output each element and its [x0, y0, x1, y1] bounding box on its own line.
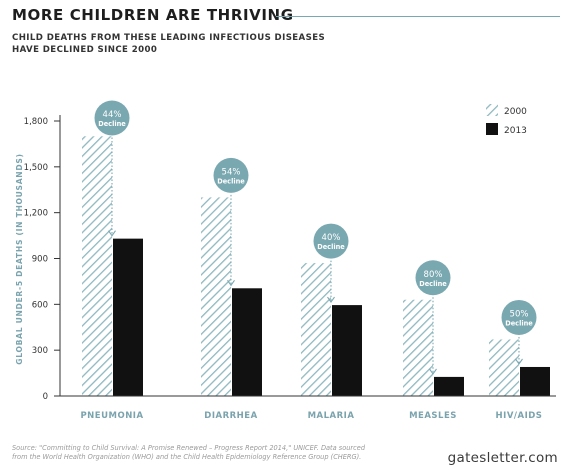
category-label: HIV/AIDS — [496, 411, 543, 421]
decline-bubble — [313, 223, 349, 259]
decline-word: Decline — [505, 319, 533, 327]
decline-percent: 80% — [424, 270, 443, 280]
decline-percent: 54% — [222, 167, 241, 177]
decline-bubble — [94, 100, 130, 136]
legend-swatch-2013 — [486, 123, 498, 135]
bar-2000-hivaids — [489, 339, 519, 396]
decline-bubble — [501, 299, 537, 335]
bar-2013-hivaids — [520, 366, 550, 396]
y-tick-label: 900 — [32, 255, 48, 265]
subtitle-line-2: HAVE DECLINED SINCE 2000 — [12, 45, 158, 55]
bars — [60, 136, 556, 397]
legend-swatch-2000 — [486, 104, 498, 116]
legend-label-2013: 2013 — [504, 126, 527, 136]
y-tick-label: 600 — [32, 300, 48, 310]
y-tick-label: 1,500 — [24, 163, 48, 173]
y-axis: 0 300 600 900 1,200 1,500 1,800 — [24, 115, 61, 402]
bar-2013-pneumonia — [113, 238, 143, 396]
bar-2000-pneumonia — [82, 136, 112, 396]
source-line-2: from the World Health Organization (WHO)… — [12, 453, 362, 461]
bar-2000-malaria — [301, 263, 331, 396]
category-label: MEASLES — [409, 411, 457, 421]
decline-word: Decline — [317, 243, 345, 251]
decline-arrow-head — [327, 296, 335, 304]
subtitle-line-1: CHILD DEATHS FROM THESE LEADING INFECTIO… — [12, 33, 326, 43]
decline-bubble — [415, 260, 451, 296]
decline-arrow-head — [515, 358, 523, 365]
x-axis: PNEUMONIA DIARRHEA MALARIA MEASLES HIV/AIDS — [80, 411, 543, 421]
brand-url: gatesletter.com — [447, 450, 558, 466]
decline-arrow-head — [108, 230, 116, 237]
bar-2000-diarrhea — [201, 197, 231, 396]
y-tick-label: 1,200 — [24, 209, 48, 219]
legend: 2000 2013 — [486, 104, 527, 136]
decline-word: Decline — [98, 120, 126, 128]
title-rule — [276, 16, 560, 17]
bar-2000-measles — [403, 299, 433, 396]
y-tick-label: 0 — [43, 392, 48, 402]
decline-word: Decline — [217, 177, 245, 185]
category-label: MALARIA — [308, 411, 355, 421]
chart-subtitle: CHILD DEATHS FROM THESE LEADING INFECTIO… — [12, 32, 372, 56]
decline-arrow-head — [429, 368, 437, 375]
decline-arrow-head — [227, 279, 235, 287]
y-tick-label: 300 — [32, 346, 48, 356]
bar-2013-measles — [434, 376, 464, 396]
source-line-1: Source: "Committing to Child Survival: A… — [12, 444, 366, 452]
bar-2013-malaria — [332, 305, 362, 396]
decline-percent: 44% — [103, 110, 122, 120]
decline-word: Decline — [419, 280, 447, 288]
chart-title: MORE CHILDREN ARE THRIVING — [12, 6, 294, 24]
decline-annotations: 44%Decline54%Decline40%Decline80%Decline… — [94, 100, 537, 375]
category-label: PNEUMONIA — [80, 411, 143, 421]
legend-label-2000: 2000 — [504, 107, 527, 117]
bar-2013-diarrhea — [232, 288, 262, 396]
source-note: Source: "Committing to Child Survival: A… — [12, 444, 432, 462]
y-axis-label: GLOBAL UNDER-5 DEATHS (IN THOUSANDS) — [15, 153, 24, 364]
category-label: DIARRHEA — [204, 411, 257, 421]
decline-bubble — [213, 157, 249, 193]
y-tick-label: 1,800 — [24, 117, 48, 127]
decline-percent: 50% — [510, 309, 529, 319]
decline-percent: 40% — [322, 233, 341, 243]
